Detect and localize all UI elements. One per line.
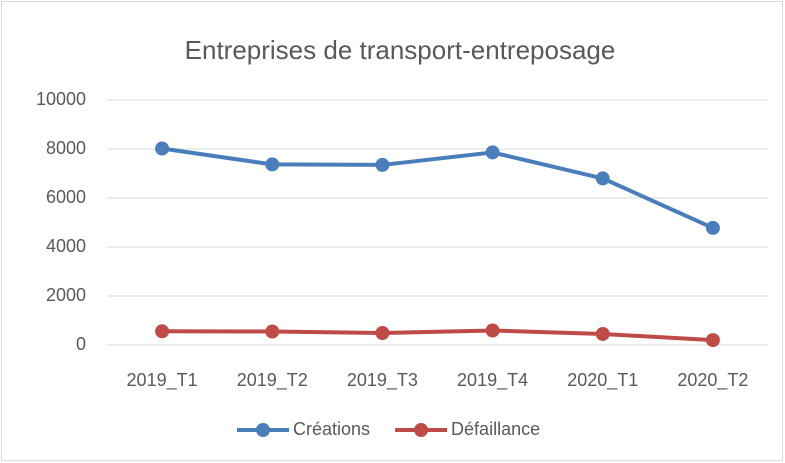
data-point xyxy=(705,333,720,348)
series-line xyxy=(162,328,714,343)
x-tick-label: 2020_T1 xyxy=(567,370,638,391)
y-tick-label: 0 xyxy=(76,334,86,354)
legend-marker xyxy=(414,423,429,437)
legend-label: Créations xyxy=(293,419,370,439)
data-point xyxy=(375,157,390,172)
data-point xyxy=(265,157,280,172)
x-tick-label: 2020_T2 xyxy=(677,370,748,391)
data-point xyxy=(155,324,170,339)
legend-marker xyxy=(256,423,270,437)
x-tick-label: 2019_T3 xyxy=(347,370,418,391)
data-point xyxy=(705,220,720,235)
data-point xyxy=(155,141,170,156)
data-point xyxy=(375,325,390,340)
legend-label: Défaillance xyxy=(451,419,540,439)
y-tick-label: 10000 xyxy=(36,89,86,109)
data-point xyxy=(265,324,280,339)
x-tick-label: 2019_T2 xyxy=(237,370,308,391)
y-tick-label: 4000 xyxy=(46,236,86,256)
data-point xyxy=(595,171,610,186)
data-point xyxy=(485,145,500,160)
chart-title: Entreprises de transport-entreposage xyxy=(185,35,616,65)
x-tick-label: 2019_T4 xyxy=(457,370,528,391)
x-tick-label: 2019_T1 xyxy=(127,370,198,391)
y-tick-label: 2000 xyxy=(46,285,86,305)
y-tick-label: 8000 xyxy=(46,138,86,158)
data-point xyxy=(485,323,500,338)
y-tick-label: 6000 xyxy=(46,187,86,207)
data-point xyxy=(595,326,610,341)
series-line xyxy=(161,146,714,230)
